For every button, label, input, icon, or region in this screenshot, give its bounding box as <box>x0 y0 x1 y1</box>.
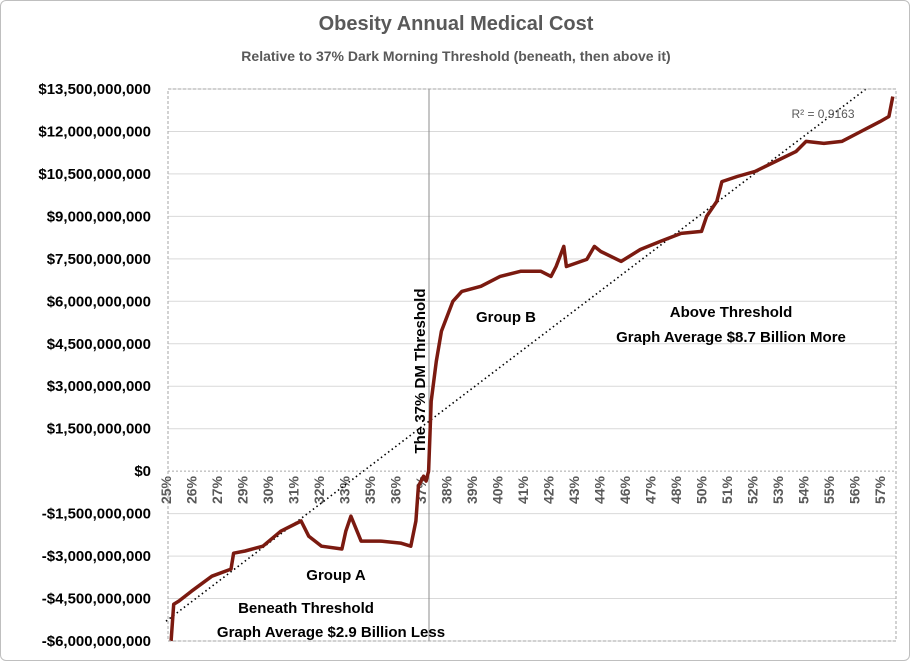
y-tick-label: -$6,000,000,000 <box>42 633 151 650</box>
x-tick-label: 31% <box>286 475 302 504</box>
x-tick-label: 44% <box>592 475 608 504</box>
beneath-average-label: Graph Average $2.9 Billion Less <box>217 624 445 641</box>
y-tick-label: $10,500,000,000 <box>38 166 151 183</box>
x-tick-label: 38% <box>439 475 455 504</box>
plot-area-border <box>167 88 897 642</box>
x-tick-label: 52% <box>745 475 761 504</box>
x-tick-label: 26% <box>184 475 200 504</box>
r2-label: R² = 0.9163 <box>791 107 854 121</box>
x-tick-label: 40% <box>490 475 506 504</box>
beneath-threshold-label: Beneath Threshold <box>238 600 374 617</box>
x-tick-label: 42% <box>541 475 557 504</box>
x-tick-label: 32% <box>311 475 327 504</box>
x-tick-label: 48% <box>668 475 684 504</box>
y-tick-label: $13,500,000,000 <box>38 81 151 98</box>
x-tick-label: 55% <box>821 475 837 504</box>
y-tick-label: $7,500,000,000 <box>47 251 151 268</box>
x-tick-label: 53% <box>770 475 786 504</box>
x-tick-label: 35% <box>362 475 378 504</box>
y-tick-label: -$1,500,000,000 <box>42 506 151 523</box>
x-tick-label: 56% <box>847 475 863 504</box>
above-average-label: Graph Average $8.7 Billion More <box>616 329 846 346</box>
x-tick-label: 43% <box>566 475 582 504</box>
y-tick-label: $4,500,000,000 <box>47 336 151 353</box>
y-tick-label: $1,500,000,000 <box>47 421 151 438</box>
series-line <box>169 96 895 642</box>
x-tick-label: 46% <box>617 475 633 504</box>
group-a-label: Group A <box>306 567 366 584</box>
x-tick-label: 29% <box>235 475 251 504</box>
x-tick-label: 36% <box>388 475 404 504</box>
x-tick-label: 57% <box>872 475 888 504</box>
y-tick-label: $9,000,000,000 <box>47 208 151 225</box>
above-threshold-label: Above Threshold <box>670 304 793 321</box>
x-tick-label: 47% <box>643 475 659 504</box>
y-tick-label: -$3,000,000,000 <box>42 548 151 565</box>
chart-title: Obesity Annual Medical Cost <box>319 13 594 35</box>
x-tick-label: 33% <box>337 475 353 504</box>
y-tick-label: $12,000,000,000 <box>38 123 151 140</box>
chart-subtitle: Relative to 37% Dark Morning Threshold (… <box>241 48 670 64</box>
x-tick-label: 41% <box>515 475 531 504</box>
x-tick-label: 51% <box>719 475 735 504</box>
x-tick-label: 50% <box>694 475 710 504</box>
group-b-label: Group B <box>476 309 536 326</box>
threshold-label: The 37% DM Threshold <box>412 288 429 453</box>
y-tick-label: $3,000,000,000 <box>47 378 151 395</box>
x-tick-label: 30% <box>260 475 276 504</box>
y-tick-label: $6,000,000,000 <box>47 293 151 310</box>
y-tick-label: $0 <box>134 463 151 480</box>
y-tick-label: -$4,500,000,000 <box>42 591 151 608</box>
x-tick-label: 25% <box>158 475 174 504</box>
x-tick-label: 39% <box>464 475 480 504</box>
x-tick-label: 54% <box>796 475 812 504</box>
x-tick-label: 27% <box>209 475 225 504</box>
